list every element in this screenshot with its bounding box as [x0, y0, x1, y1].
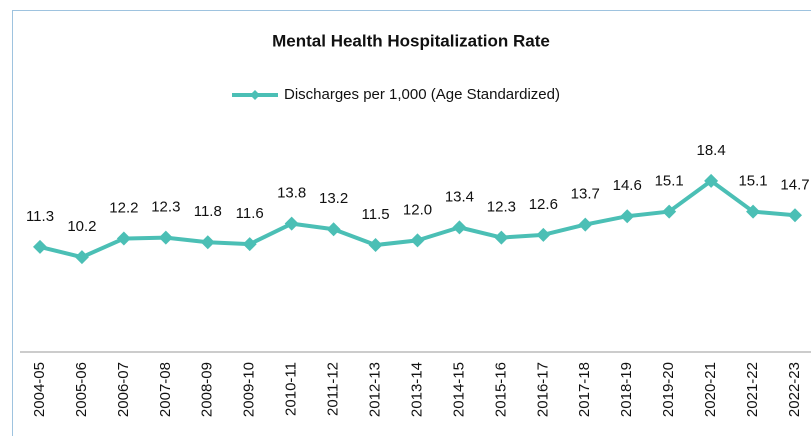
data-label: 13.7 [571, 186, 600, 203]
data-label: 11.5 [362, 206, 390, 223]
x-tick-label: 2014-15 [450, 362, 467, 417]
data-label: 11.3 [26, 208, 54, 225]
x-tick-label: 2006-07 [115, 362, 132, 417]
x-tick-label: 2008-09 [199, 362, 216, 417]
data-label: 13.2 [319, 190, 348, 207]
data-label: 13.4 [445, 188, 474, 205]
point-marker [578, 217, 593, 232]
x-tick-label: 2017-18 [576, 362, 593, 417]
point-marker [242, 237, 257, 252]
point-marker [746, 204, 761, 219]
x-tick-label: 2013-14 [408, 362, 425, 417]
data-label: 12.3 [487, 199, 516, 216]
point-marker [116, 231, 131, 246]
x-tick-label: 2021-22 [744, 362, 761, 417]
data-label: 12.6 [529, 196, 558, 213]
x-tick-label: 2012-13 [367, 362, 384, 417]
point-marker [326, 222, 341, 237]
frame [12, 10, 811, 436]
x-tick-label: 2016-17 [534, 362, 551, 417]
point-marker [704, 173, 719, 188]
point-marker [200, 235, 215, 250]
point-marker [410, 233, 425, 248]
point-marker [494, 230, 509, 245]
data-label: 18.4 [697, 142, 726, 159]
data-label: 12.0 [403, 201, 432, 218]
legend-marker [250, 90, 260, 100]
point-marker [284, 216, 299, 231]
x-tick-label: 2005-06 [73, 362, 90, 417]
point-marker [662, 204, 677, 219]
x-tick-label: 2020-21 [702, 362, 719, 417]
point-marker [620, 209, 635, 224]
data-label: 13.8 [277, 185, 306, 202]
point-marker [452, 220, 467, 235]
point-marker [158, 230, 173, 245]
x-tick-label: 2019-20 [660, 362, 677, 417]
point-marker [33, 239, 47, 254]
data-label: 14.6 [613, 177, 642, 194]
x-tick-label: 2022-23 [786, 362, 803, 417]
data-label: 15.1 [655, 173, 684, 190]
data-label: 11.6 [236, 205, 264, 222]
data-label: 11.8 [194, 203, 222, 220]
point-marker [74, 250, 89, 265]
point-marker [788, 208, 802, 223]
data-label: 15.1 [738, 173, 767, 190]
x-tick-label: 2007-08 [157, 362, 174, 417]
x-tick-label: 2004-05 [31, 362, 48, 417]
data-label: 12.2 [109, 200, 138, 217]
point-marker [368, 238, 383, 253]
x-tick-label: 2015-16 [492, 362, 509, 417]
data-label: 12.3 [151, 199, 180, 216]
legend-label: Discharges per 1,000 (Age Standardized) [284, 86, 560, 103]
data-label: 14.7 [780, 176, 809, 193]
chart-title: Mental Health Hospitalization Rate [272, 31, 550, 50]
x-tick-label: 2010-11 [283, 362, 300, 416]
x-tick-label: 2009-10 [241, 362, 258, 417]
x-tick-label: 2018-19 [618, 362, 635, 417]
x-tick-label: 2011-12 [325, 362, 342, 416]
point-marker [536, 227, 551, 242]
data-label: 10.2 [67, 218, 96, 235]
